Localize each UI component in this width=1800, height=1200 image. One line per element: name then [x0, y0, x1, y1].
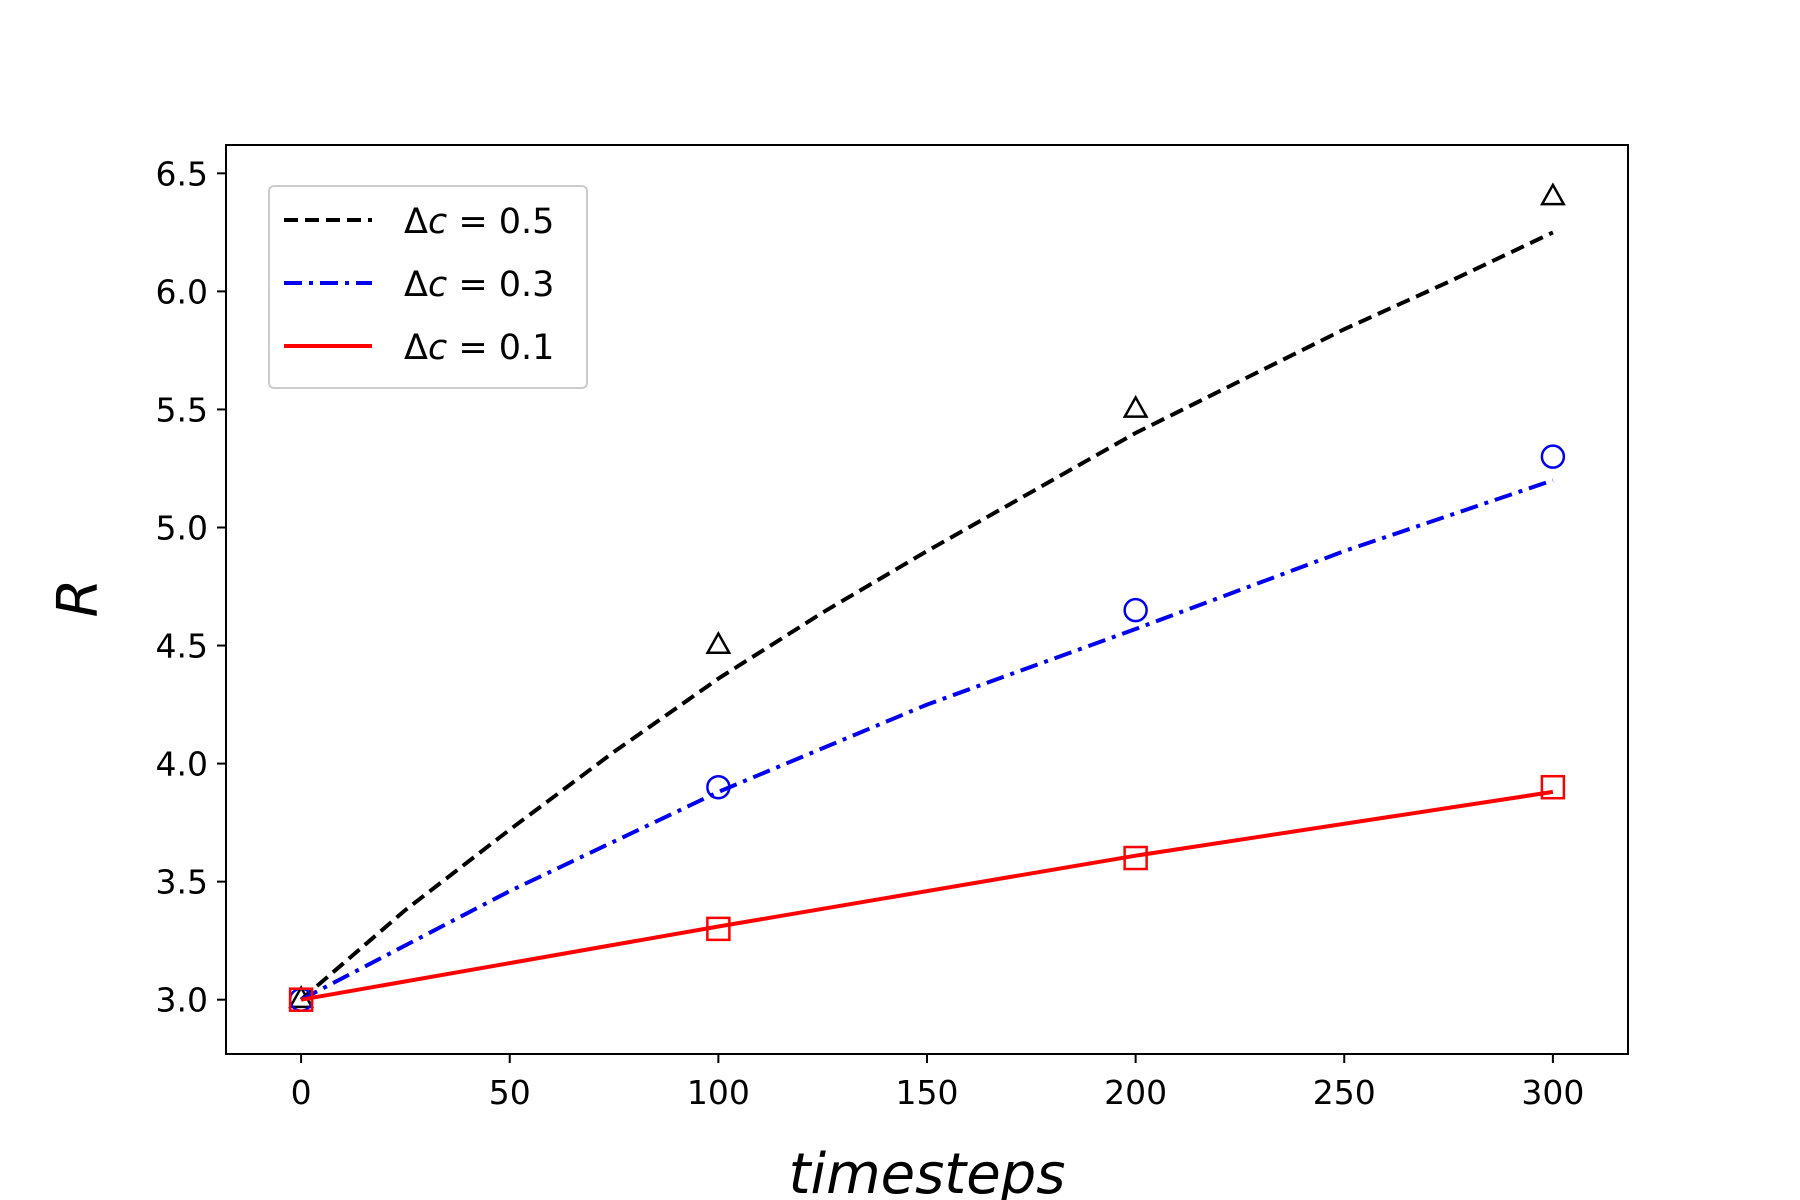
data-point-triangle: [1122, 394, 1149, 418]
legend-label-1: Δc = 0.5: [404, 202, 554, 242]
legend-label-variable: c: [428, 328, 447, 368]
data-point-triangle: [1539, 182, 1566, 206]
data-point-square: [288, 987, 314, 1012]
y-tick-label: 5.0: [156, 508, 208, 547]
y-tick-label: 6.0: [156, 272, 208, 311]
x-tick-label: 150: [896, 1073, 959, 1112]
axis-ticks: 0 50 100 150 200 250 300 3.0 3.5 4.0 4.5 5.0 5.5 6.0 6…: [156, 154, 1585, 1112]
data-point-circle: [1123, 597, 1148, 623]
legend-label-value: = 0.1: [447, 328, 554, 368]
data-point-square: [706, 916, 731, 942]
y-tick-label: 3.0: [156, 981, 208, 1020]
x-tick-label: 300: [1521, 1073, 1584, 1112]
data-point-square: [1123, 845, 1148, 871]
legend-label-3: Δc = 0.1: [404, 328, 554, 368]
legend-label-prefix: Δ: [404, 265, 428, 305]
y-tick-label: 4.0: [156, 745, 208, 784]
data-point-circle: [1540, 444, 1566, 469]
legend-label-value: = 0.3: [447, 265, 554, 305]
series-line-3: [300, 789, 1554, 1002]
legend-label-variable: c: [428, 265, 447, 305]
y-tick-label: 6.5: [156, 154, 208, 193]
legend-label-value: = 0.5: [447, 202, 554, 242]
data-point-triangle: [705, 630, 732, 654]
x-tick-label: 0: [291, 1073, 312, 1112]
y-tick-label: 3.5: [156, 863, 208, 902]
y-tick-label: 5.5: [156, 390, 208, 429]
data-point-square: [1540, 774, 1566, 800]
x-tick-label: 100: [687, 1073, 750, 1112]
data-point-circle: [706, 774, 731, 800]
series-line-2: [300, 478, 1554, 1002]
x-tick-label: 200: [1104, 1073, 1167, 1112]
legend-box: [268, 185, 588, 389]
x-axis-title: timesteps: [789, 1142, 1066, 1200]
y-tick-label: 4.5: [156, 627, 208, 666]
legend: Δc = 0.5Δc = 0.3Δc = 0.1: [268, 185, 588, 389]
legend-label-variable: c: [428, 202, 447, 242]
series-line-1: [299, 230, 1554, 1002]
legend-label-prefix: Δ: [404, 202, 428, 242]
legend-label-2: Δc = 0.3: [404, 265, 554, 305]
plot-area: [288, 182, 1566, 1012]
y-axis-title: R: [46, 579, 111, 618]
legend-label-prefix: Δ: [404, 328, 428, 368]
x-tick-label: 50: [489, 1073, 531, 1112]
x-tick-label: 250: [1313, 1073, 1376, 1112]
